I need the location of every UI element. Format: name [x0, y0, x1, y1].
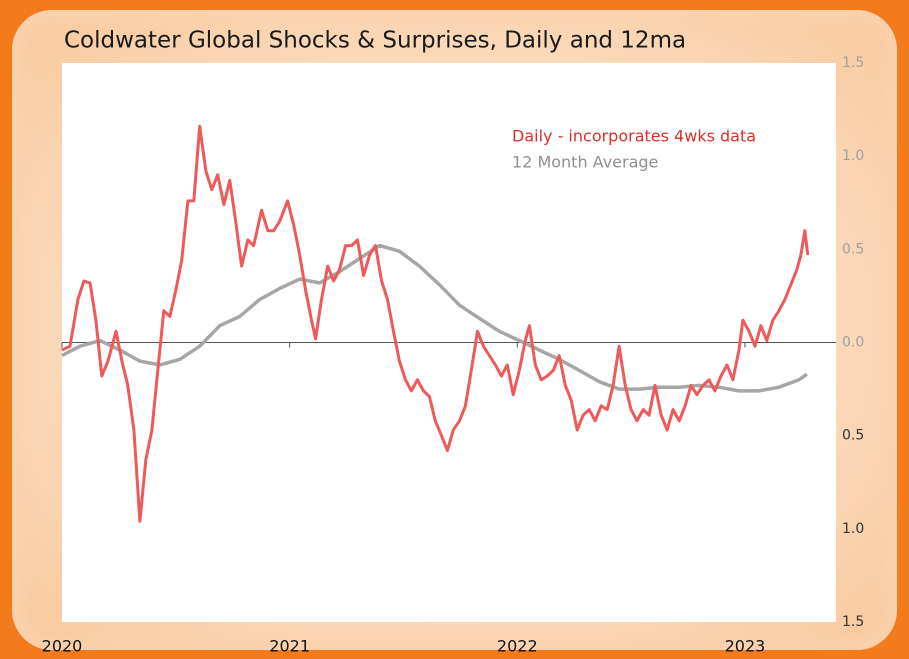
y-tick-label: 0.5	[842, 241, 864, 257]
x-tick-label: 2021	[269, 637, 310, 656]
y-tick-label: 1.0	[842, 521, 864, 537]
y-tick-label: 1.5	[842, 55, 864, 71]
y-tick-label: 1.0	[842, 148, 864, 164]
x-tick-label: 2020	[42, 637, 83, 656]
x-tick-label: 2022	[497, 637, 538, 656]
x-tick-label: 2023	[725, 637, 766, 656]
legend-entry: Daily - incorporates 4wks data	[512, 127, 756, 146]
y-tick-label: 0.5	[842, 428, 864, 444]
y-tick-label: 0.0	[842, 335, 864, 351]
chart-title: Coldwater Global Shocks & Surprises, Dai…	[64, 28, 686, 54]
y-tick-label: 1.5	[842, 614, 864, 630]
series-line	[61, 124, 810, 523]
legend-entry: 12 Month Average	[512, 153, 658, 172]
